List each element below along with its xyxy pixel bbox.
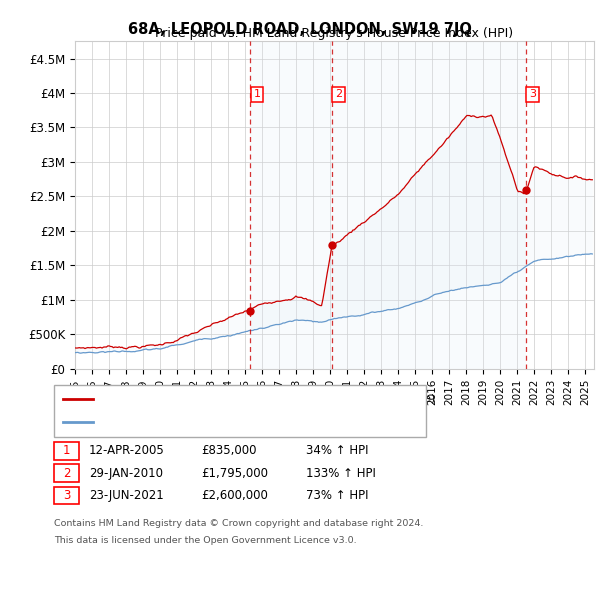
Text: 68A, LEOPOLD ROAD, LONDON, SW19 7JQ: 68A, LEOPOLD ROAD, LONDON, SW19 7JQ [128, 22, 472, 37]
Text: 73% ↑ HPI: 73% ↑ HPI [306, 489, 368, 502]
Text: 2: 2 [63, 467, 70, 480]
Text: 133% ↑ HPI: 133% ↑ HPI [306, 467, 376, 480]
Text: 23-JUN-2021: 23-JUN-2021 [89, 489, 164, 502]
Text: This data is licensed under the Open Government Licence v3.0.: This data is licensed under the Open Gov… [54, 536, 356, 545]
Text: 3: 3 [63, 489, 70, 502]
Text: 1: 1 [253, 89, 260, 99]
Title: Price paid vs. HM Land Registry's House Price Index (HPI): Price paid vs. HM Land Registry's House … [155, 27, 514, 40]
Bar [250, 41, 526, 369]
Text: £2,600,000: £2,600,000 [201, 489, 268, 502]
Text: 12-APR-2005: 12-APR-2005 [89, 444, 164, 457]
Text: 29-JAN-2010: 29-JAN-2010 [89, 467, 163, 480]
Text: 68A, LEOPOLD ROAD, LONDON, SW19 7JQ (detached house): 68A, LEOPOLD ROAD, LONDON, SW19 7JQ (det… [99, 394, 435, 404]
Text: 3: 3 [529, 89, 536, 99]
Text: 34% ↑ HPI: 34% ↑ HPI [306, 444, 368, 457]
Text: 2: 2 [335, 89, 342, 99]
Text: Contains HM Land Registry data © Crown copyright and database right 2024.: Contains HM Land Registry data © Crown c… [54, 519, 424, 527]
Text: 1: 1 [63, 444, 70, 457]
Text: £835,000: £835,000 [201, 444, 257, 457]
Text: £1,795,000: £1,795,000 [201, 467, 268, 480]
Text: HPI: Average price, detached house, Merton: HPI: Average price, detached house, Mert… [99, 418, 345, 427]
